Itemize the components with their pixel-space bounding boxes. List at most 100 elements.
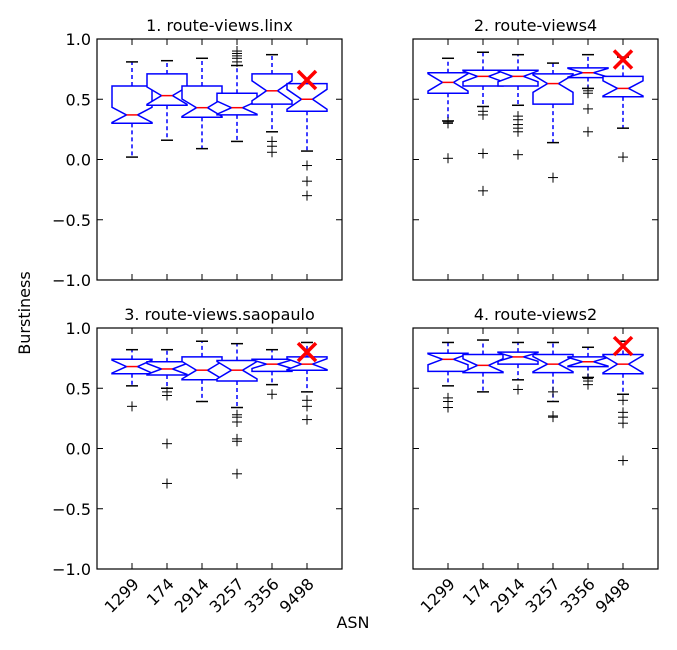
x-tick-label: 9498 <box>592 574 634 616</box>
x-tick-label: 3257 <box>522 574 564 616</box>
outlier-point <box>127 401 137 412</box>
x-tick-label: 2914 <box>487 574 529 616</box>
box-9498 <box>602 56 644 163</box>
outlier-point <box>267 136 277 147</box>
outlier-point <box>513 149 523 160</box>
outlier-point <box>443 153 453 164</box>
y-tick-label: 0.5 <box>66 90 91 109</box>
outlier-point <box>302 176 312 187</box>
outlier-point <box>548 410 558 421</box>
outlier-point <box>302 190 312 201</box>
box-body <box>497 351 539 365</box>
box-body <box>111 85 153 125</box>
outlier-point <box>232 433 242 444</box>
outlier-point <box>618 407 628 418</box>
box-2914 <box>181 340 223 403</box>
box-body <box>181 85 223 119</box>
box-body <box>181 356 223 381</box>
panel-title: 4. route-views2 <box>474 305 597 324</box>
x-tick-label: 3356 <box>241 574 283 616</box>
outlier-point <box>443 392 453 403</box>
box-body <box>251 358 293 373</box>
y-tick-label: −0.5 <box>52 500 91 519</box>
outlier-point <box>443 117 453 128</box>
outlier-point <box>583 85 593 96</box>
box-body <box>146 73 188 107</box>
x-tick-label: 3356 <box>557 574 599 616</box>
box-174 <box>146 59 188 141</box>
outlier-point <box>478 185 488 196</box>
outlier-point <box>232 46 242 57</box>
box-3257 <box>216 46 258 143</box>
box-3257 <box>532 62 574 183</box>
box-3356 <box>251 53 293 158</box>
outlier-point <box>302 414 312 425</box>
outlier-point <box>548 172 558 183</box>
box-body <box>462 69 504 87</box>
outlier-point <box>583 373 593 384</box>
x-axis-label: ASN <box>336 613 369 632</box>
box-174 <box>462 51 504 196</box>
outlier-point <box>162 478 172 489</box>
outlier-point <box>513 384 523 395</box>
box-3356 <box>567 53 609 137</box>
box-1299 <box>111 348 153 412</box>
box-2914 <box>181 57 223 150</box>
box-body <box>286 82 328 113</box>
outlier-point <box>478 106 488 117</box>
highlight-x-marker <box>296 69 318 91</box>
box-1299 <box>427 341 469 413</box>
outlier-point <box>618 455 628 466</box>
box-body <box>427 352 469 373</box>
y-tick-label: 1.0 <box>66 30 91 49</box>
outlier-point <box>583 103 593 114</box>
y-tick-label: 1.0 <box>66 319 91 338</box>
outlier-point <box>302 160 312 171</box>
box-3257 <box>532 341 574 423</box>
box-body <box>216 92 258 116</box>
outlier-point <box>548 386 558 397</box>
x-tick-label: 3257 <box>206 574 248 616</box>
x-tick-label: 9498 <box>276 574 318 616</box>
box-body <box>602 75 644 98</box>
box-body <box>497 69 539 87</box>
box-3356 <box>567 346 609 390</box>
y-tick-label: −0.5 <box>52 211 91 230</box>
panel-title: 1. route-views.linx <box>146 16 293 35</box>
y-axis-label: Burstiness <box>15 271 34 354</box>
outlier-point <box>302 395 312 406</box>
x-tick-label: 1299 <box>417 574 459 616</box>
box-174 <box>462 339 504 393</box>
box-body <box>251 73 293 105</box>
highlight-x-marker <box>612 49 634 70</box>
y-tick-label: 0.5 <box>66 379 91 398</box>
panel-title: 2. route-views4 <box>474 16 597 35</box>
box-body <box>462 353 504 374</box>
box-9498 <box>602 340 644 466</box>
box-2914 <box>497 53 539 160</box>
outlier-point <box>162 386 172 397</box>
outlier-point <box>513 111 523 122</box>
outlier-point <box>618 152 628 163</box>
box-1299 <box>111 61 153 158</box>
outlier-point <box>232 409 242 420</box>
outlier-point <box>267 389 277 400</box>
plot-frame <box>96 38 343 281</box>
y-tick-label: −1.0 <box>52 271 91 290</box>
box-1299 <box>427 57 469 164</box>
box-3257 <box>216 342 258 479</box>
box-9498 <box>286 341 328 425</box>
box-3356 <box>251 348 293 400</box>
outlier-point <box>232 468 242 479</box>
y-tick-label: 0.0 <box>66 440 91 459</box>
highlight-x-marker <box>296 341 318 363</box>
outlier-point <box>583 126 593 137</box>
box-9498 <box>286 82 328 201</box>
box-2914 <box>497 341 539 395</box>
outlier-point <box>478 148 488 159</box>
panel-title: 3. route-views.saopaulo <box>124 305 315 324</box>
y-tick-label: −1.0 <box>52 560 91 579</box>
